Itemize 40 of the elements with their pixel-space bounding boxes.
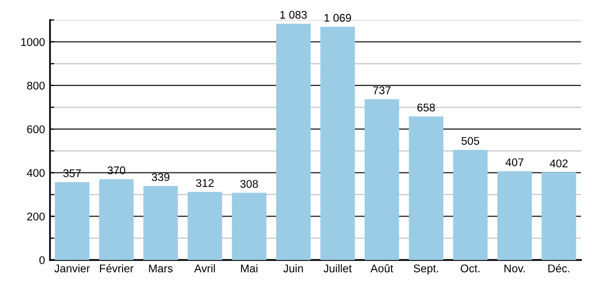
x-tick-label: Juin [283, 264, 303, 272]
data-label: 1 069 [324, 14, 351, 22]
bar [188, 192, 222, 260]
y-tick-label: 400 [26, 168, 45, 177]
y-tick-label: 1000 [21, 38, 45, 46]
bar [497, 171, 532, 260]
x-tick-label: Avril [194, 264, 215, 272]
data-label: 1 083 [280, 10, 307, 19]
bar [320, 26, 355, 260]
x-tick-label: Janvier [54, 264, 90, 272]
x-tick-label: Déc. [548, 264, 570, 272]
bar [364, 99, 400, 260]
data-label: 658 [417, 104, 435, 112]
x-tick-label: Mai [241, 264, 258, 272]
x-tick-label: Août [370, 264, 394, 272]
y-tick-label: 0 [39, 256, 45, 264]
bar [143, 186, 178, 260]
data-label: 312 [196, 179, 214, 187]
data-label: 407 [506, 158, 524, 166]
bar [276, 24, 311, 260]
bar [54, 182, 90, 260]
x-tick-label: Février [100, 264, 134, 272]
bar [408, 116, 444, 260]
x-tick-label: Mars [149, 264, 173, 272]
bar [232, 192, 266, 260]
data-label: 339 [152, 173, 170, 182]
x-tick-label: Nov. [504, 264, 525, 272]
bar [453, 150, 488, 260]
data-label: 308 [240, 180, 258, 188]
bar [99, 179, 134, 260]
x-tick-label: Juillet [324, 264, 352, 272]
x-tick-label: Oct. [460, 264, 480, 272]
bar [542, 172, 576, 260]
data-label: 505 [462, 136, 480, 145]
x-tick-label: Sept. [414, 264, 438, 275]
y-tick-label: 600 [27, 125, 45, 134]
data-label: 737 [373, 86, 391, 94]
y-tick-label: 200 [27, 212, 45, 220]
data-label: 402 [550, 159, 568, 168]
y-tick-label: 800 [27, 82, 45, 90]
